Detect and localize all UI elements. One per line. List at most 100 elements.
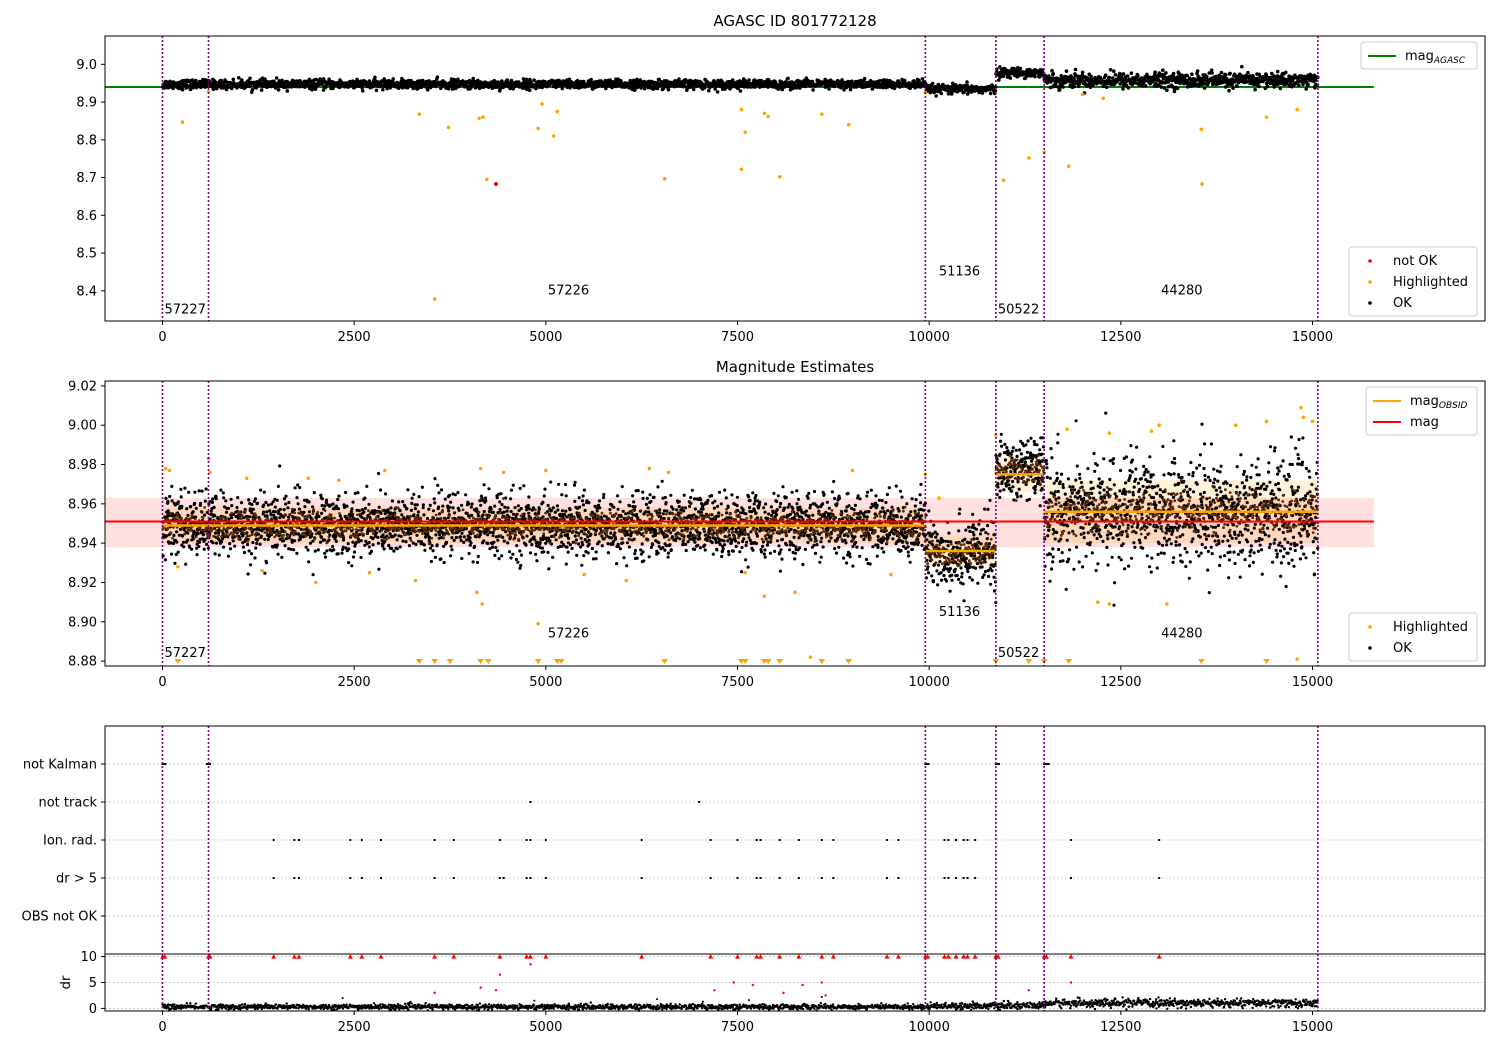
ok-point	[336, 497, 340, 502]
ok-point	[413, 507, 417, 511]
ok-point	[239, 501, 244, 505]
ok-point	[715, 90, 720, 94]
ok-point	[577, 542, 581, 546]
ok-point	[516, 504, 521, 508]
ok-point	[462, 535, 466, 539]
ok-point	[656, 551, 660, 555]
ok-point	[597, 499, 602, 503]
ok-point	[340, 551, 344, 555]
ok-point	[250, 511, 254, 515]
ok-point	[285, 89, 290, 93]
mag-est-ytick-label: 9.00	[68, 419, 97, 434]
ok-point	[265, 510, 269, 514]
ok-point	[618, 547, 623, 551]
ok-point	[214, 541, 219, 545]
ok-point	[586, 551, 590, 555]
ok-point	[265, 514, 269, 518]
ok-point	[347, 547, 351, 551]
ok-point	[1108, 68, 1113, 72]
ok-point	[297, 507, 301, 511]
ok-point	[495, 549, 499, 553]
ok-point	[202, 547, 206, 551]
ok-point	[584, 527, 588, 531]
ok-point	[1185, 73, 1189, 78]
ok-point	[470, 502, 474, 506]
ok-point	[471, 560, 475, 564]
ok-point	[350, 564, 354, 568]
ok-point	[283, 544, 287, 548]
ok-point	[519, 553, 524, 557]
highlighted-point	[743, 130, 747, 135]
ok-point	[166, 509, 170, 513]
ok-point	[707, 88, 711, 93]
ok-point	[272, 513, 276, 517]
ok-point	[1121, 87, 1125, 91]
ok-point	[1304, 87, 1308, 91]
ok-point	[460, 531, 464, 535]
ok-point	[1072, 84, 1076, 89]
ok-point	[187, 490, 191, 494]
mag-est-ytick-label: 8.96	[68, 497, 97, 512]
ok-point	[533, 538, 537, 542]
ok-point	[235, 505, 239, 510]
ok-point	[626, 533, 630, 537]
ok-point	[186, 531, 190, 535]
ok-point	[392, 549, 396, 553]
ok-point	[226, 554, 230, 558]
ok-point	[1224, 73, 1228, 77]
ok-point	[186, 513, 190, 518]
ok-point	[298, 486, 302, 490]
ok-point	[296, 502, 300, 506]
ok-point	[412, 513, 416, 517]
highlighted-point	[846, 122, 851, 127]
ok-point	[939, 91, 944, 96]
ok-point	[581, 494, 585, 498]
ok-point	[437, 512, 442, 516]
ok-point	[542, 494, 546, 498]
ok-point	[351, 500, 355, 504]
ok-point	[632, 513, 636, 517]
mag-est-xtick-label: 5000	[529, 675, 562, 690]
not-ok-point	[494, 181, 498, 186]
ok-point	[311, 573, 315, 577]
ok-point	[526, 503, 530, 508]
mag-est-xtick-label: 15000	[1292, 675, 1333, 690]
ok-point	[414, 542, 418, 547]
ok-point	[449, 500, 453, 504]
ok-point	[546, 503, 550, 508]
ok-point	[519, 563, 523, 568]
ok-point	[475, 560, 480, 565]
ok-point	[502, 539, 506, 543]
ok-point	[437, 505, 441, 509]
ok-point	[493, 504, 497, 508]
ok-point	[534, 552, 538, 556]
ok-point	[439, 488, 444, 492]
ok-point	[649, 545, 654, 550]
ok-point	[211, 541, 215, 545]
ok-point	[505, 78, 510, 82]
ok-point	[640, 542, 644, 546]
highlighted-point	[446, 125, 451, 130]
ok-point	[263, 537, 267, 541]
ok-point	[606, 542, 610, 546]
ok-point	[532, 78, 536, 82]
ok-point	[412, 492, 416, 496]
ok-point	[170, 552, 174, 556]
ok-point	[1227, 88, 1231, 93]
ok-point	[306, 548, 310, 552]
ok-point	[602, 495, 606, 500]
ok-point	[621, 541, 625, 545]
ok-point	[336, 552, 340, 556]
ok-point	[1278, 86, 1283, 91]
ok-point	[519, 507, 523, 511]
ok-point	[307, 500, 311, 504]
ok-point	[528, 551, 533, 555]
ok-point	[524, 77, 529, 82]
ok-point	[641, 496, 645, 500]
ok-point	[1171, 71, 1176, 76]
ok-point	[397, 500, 401, 504]
ok-point	[303, 505, 307, 509]
ok-point	[848, 87, 853, 92]
ok-point	[1143, 84, 1148, 88]
